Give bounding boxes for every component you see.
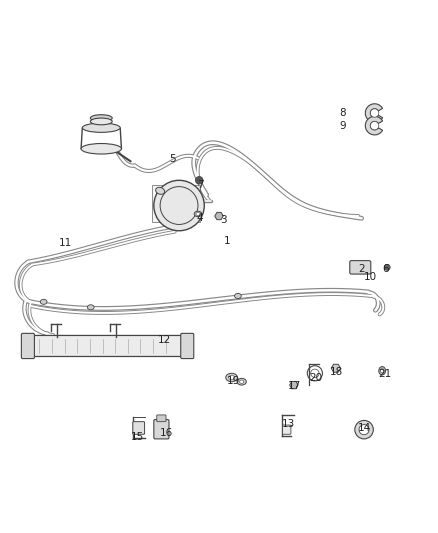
Text: 2: 2: [359, 264, 365, 273]
Text: 8: 8: [340, 108, 346, 118]
Ellipse shape: [90, 118, 112, 125]
FancyBboxPatch shape: [181, 333, 194, 359]
Ellipse shape: [229, 375, 235, 379]
FancyBboxPatch shape: [283, 425, 291, 434]
Ellipse shape: [379, 367, 385, 375]
Polygon shape: [290, 382, 298, 389]
Text: 4: 4: [197, 213, 203, 223]
FancyBboxPatch shape: [21, 333, 35, 359]
Circle shape: [371, 122, 379, 130]
Circle shape: [195, 176, 203, 184]
Ellipse shape: [196, 213, 200, 215]
Ellipse shape: [88, 305, 94, 310]
Ellipse shape: [237, 378, 246, 385]
Text: 1: 1: [224, 236, 231, 246]
Circle shape: [384, 264, 390, 270]
Ellipse shape: [381, 369, 384, 373]
Text: 16: 16: [160, 427, 173, 438]
Text: 20: 20: [309, 373, 322, 383]
Text: 7: 7: [197, 180, 203, 190]
FancyBboxPatch shape: [133, 422, 145, 434]
Text: 14: 14: [357, 423, 371, 433]
Ellipse shape: [235, 293, 241, 298]
Text: 9: 9: [340, 120, 346, 131]
FancyBboxPatch shape: [154, 419, 169, 439]
Circle shape: [371, 109, 379, 117]
Ellipse shape: [226, 373, 237, 382]
Text: 6: 6: [382, 264, 389, 273]
Ellipse shape: [40, 300, 47, 304]
FancyBboxPatch shape: [30, 335, 185, 357]
Ellipse shape: [82, 123, 120, 132]
Text: 17: 17: [288, 381, 301, 391]
Circle shape: [154, 180, 204, 231]
Circle shape: [359, 425, 369, 435]
Text: 11: 11: [59, 238, 72, 248]
Text: 18: 18: [330, 367, 343, 377]
Text: 13: 13: [282, 419, 295, 429]
Text: 5: 5: [170, 154, 176, 164]
Circle shape: [355, 421, 373, 439]
Ellipse shape: [90, 115, 112, 122]
Ellipse shape: [194, 211, 202, 217]
FancyBboxPatch shape: [157, 415, 166, 422]
Ellipse shape: [81, 143, 121, 154]
Text: 3: 3: [220, 215, 226, 225]
Text: 12: 12: [158, 335, 171, 345]
Text: 15: 15: [131, 432, 144, 442]
Text: 10: 10: [364, 272, 377, 282]
Polygon shape: [331, 364, 340, 372]
Wedge shape: [365, 104, 382, 122]
Polygon shape: [152, 184, 200, 222]
Wedge shape: [365, 116, 382, 135]
Polygon shape: [215, 213, 223, 220]
Circle shape: [311, 369, 319, 377]
Ellipse shape: [155, 187, 165, 195]
Text: 19: 19: [227, 376, 240, 386]
Text: 21: 21: [378, 369, 392, 379]
Ellipse shape: [240, 380, 244, 383]
FancyBboxPatch shape: [350, 261, 371, 274]
